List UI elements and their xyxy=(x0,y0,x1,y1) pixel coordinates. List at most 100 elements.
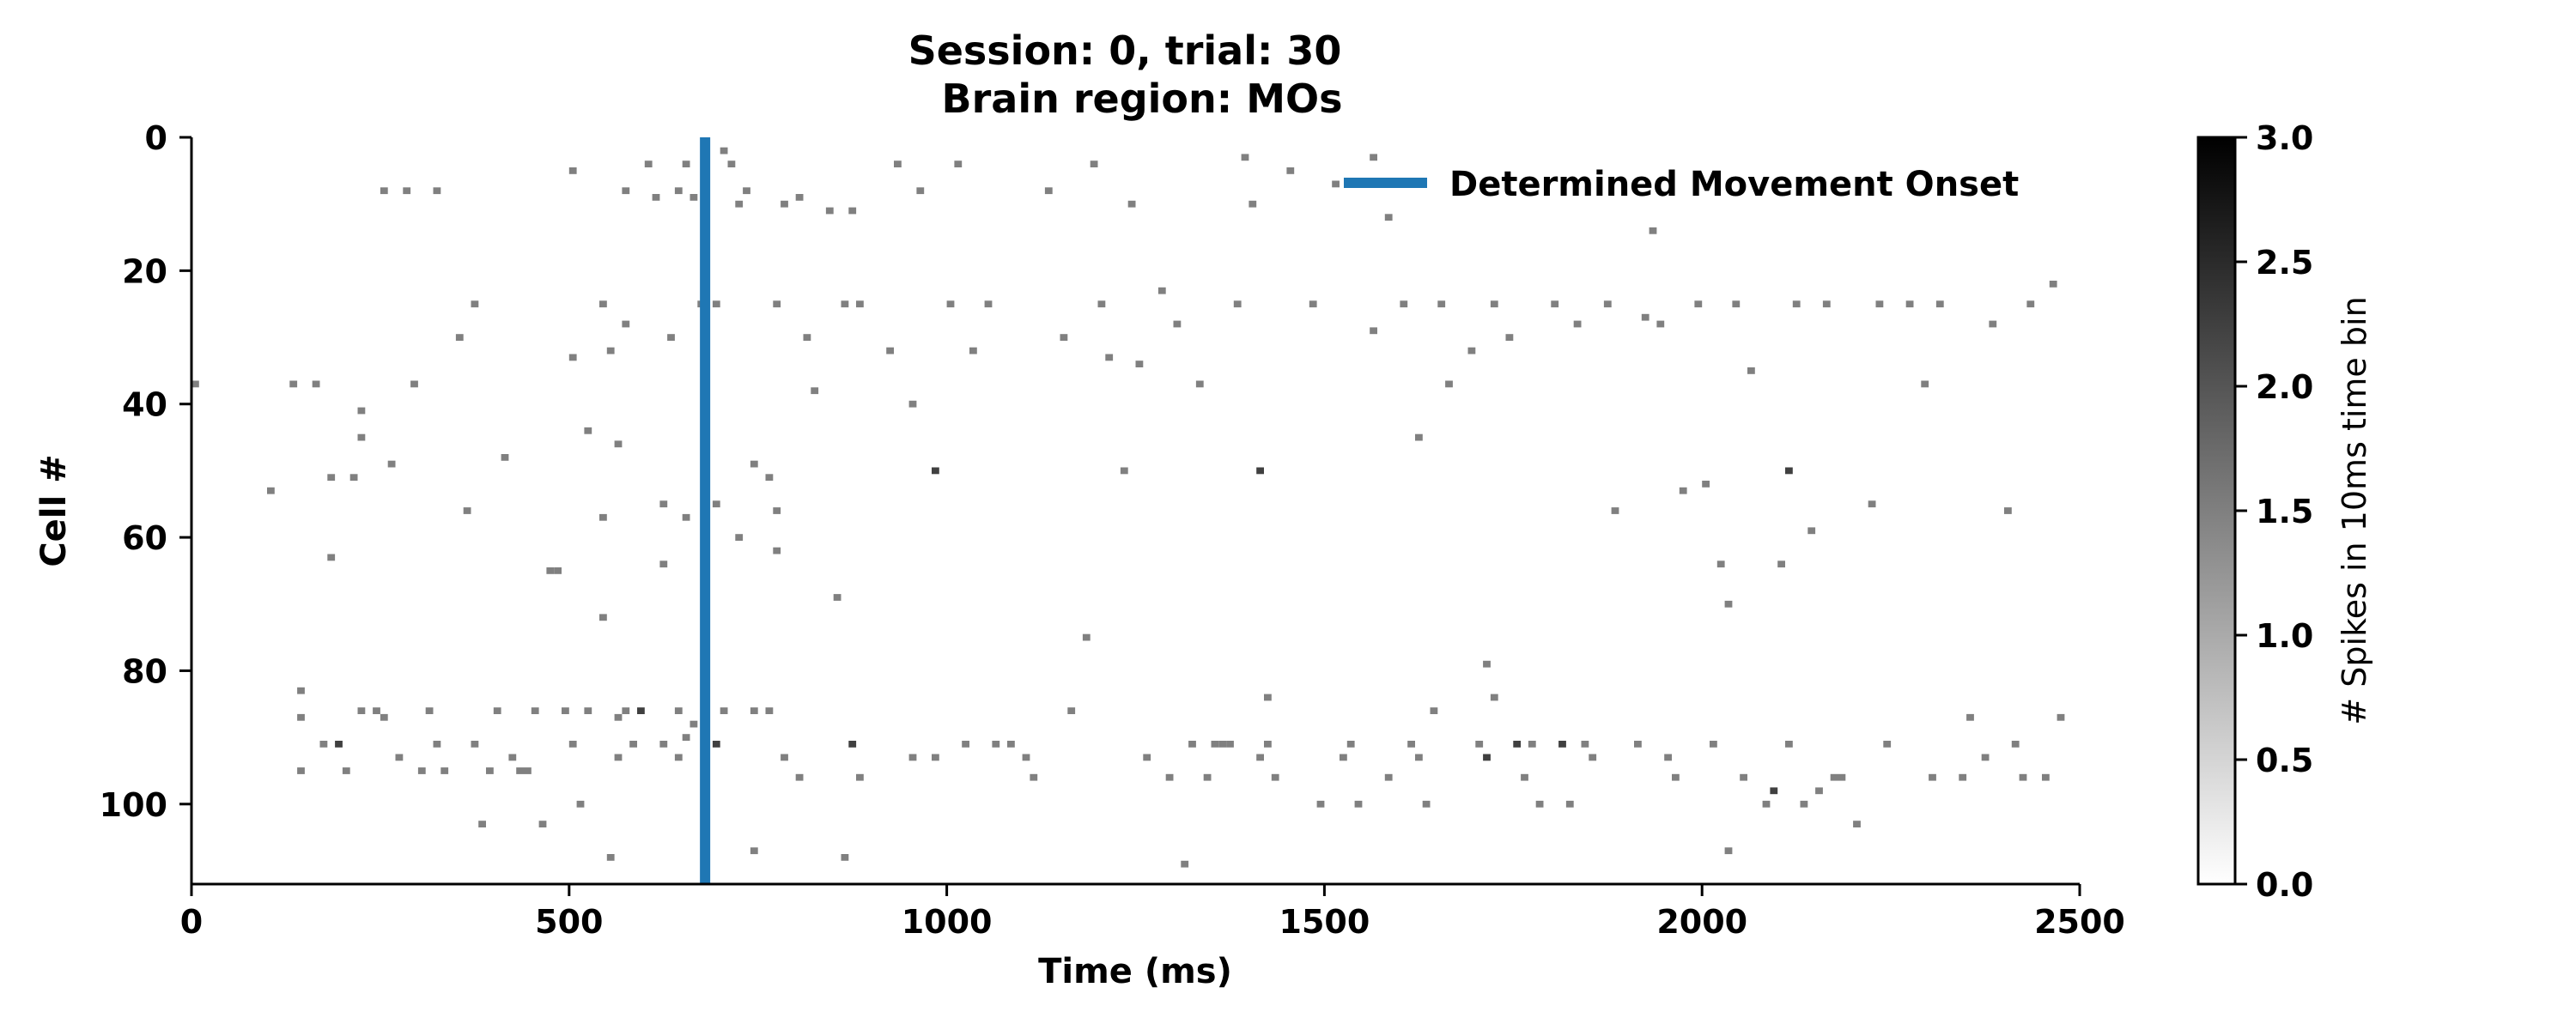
spike-bin xyxy=(1581,741,1589,748)
spike-bin xyxy=(886,347,894,354)
spike-bin xyxy=(2026,300,2035,308)
spike-bin xyxy=(1030,773,1038,781)
x-axis-label: Time (ms) xyxy=(1038,952,1232,991)
spike-bin xyxy=(622,320,630,328)
y-tick-label: 0 xyxy=(145,119,167,157)
spike-bin xyxy=(1565,800,1574,808)
spike-bin xyxy=(1694,300,1703,308)
spike-bin xyxy=(471,741,479,748)
spike-bin xyxy=(1264,694,1272,701)
spike-bin xyxy=(562,707,569,714)
spike-bin xyxy=(2057,713,2065,721)
spike-bin xyxy=(659,741,668,748)
spike-bin xyxy=(803,334,811,341)
spike-bin xyxy=(1490,300,1498,308)
colorbar-tick-label: 1.0 xyxy=(2256,617,2313,655)
spike-bin xyxy=(433,187,441,195)
spike-bin xyxy=(1521,773,1528,781)
spike-bin xyxy=(659,560,668,568)
spike-bin xyxy=(750,847,758,855)
spike-bin xyxy=(1370,154,1377,161)
spike-bin xyxy=(1165,773,1174,781)
spike-bin xyxy=(380,187,388,195)
spike-bin xyxy=(568,167,577,174)
spike-bin xyxy=(811,387,819,395)
spike-bin xyxy=(682,161,690,167)
spike-bin xyxy=(622,187,630,195)
spike-bin xyxy=(1044,187,1053,195)
spike-bin xyxy=(795,773,804,781)
spike-bin xyxy=(297,713,305,721)
spike-bin xyxy=(403,187,411,195)
spike-bin xyxy=(848,741,857,748)
spike-bin xyxy=(773,507,781,514)
spike-bin xyxy=(2042,773,2050,781)
x-tick-label: 500 xyxy=(535,903,603,941)
spike-bin xyxy=(1203,773,1212,781)
spike-bin xyxy=(750,707,758,714)
spike-bin xyxy=(1589,754,1597,761)
spike-bin xyxy=(1649,227,1657,234)
spike-bin xyxy=(1249,200,1257,208)
spike-bin xyxy=(1792,300,1801,308)
colorbar-tick-label: 0.0 xyxy=(2256,866,2313,904)
spike-bin xyxy=(289,380,298,388)
spike-bin xyxy=(395,754,404,761)
spike-bin xyxy=(1929,773,1936,781)
spike-bin xyxy=(2004,507,2012,514)
spike-bin xyxy=(825,207,834,215)
spike-bin xyxy=(1105,354,1114,361)
spike-bin xyxy=(516,767,524,774)
spike-bin xyxy=(335,741,343,748)
spike-bin xyxy=(841,300,849,308)
spike-bin xyxy=(1256,754,1264,761)
spike-bin xyxy=(1838,773,1846,781)
spike-bin xyxy=(644,161,653,167)
spike-bin xyxy=(833,594,841,601)
spike-bin xyxy=(932,754,939,761)
spike-bin xyxy=(908,400,917,408)
spike-bin xyxy=(576,800,585,808)
spike-bin xyxy=(629,741,637,748)
x-tick-label: 1500 xyxy=(1279,903,1370,941)
spike-bin xyxy=(327,554,336,561)
spike-bin xyxy=(1883,741,1892,748)
spike-bin xyxy=(568,354,577,361)
colorbar-tick-label: 1.5 xyxy=(2256,493,2313,530)
spike-bin xyxy=(584,427,592,434)
spike-bin xyxy=(750,460,758,468)
spike-bin xyxy=(584,707,592,714)
y-axis-ticks: 0 20 40 60 80 100 xyxy=(100,119,191,824)
spike-bin xyxy=(486,767,494,774)
spike-bin xyxy=(1060,334,1068,341)
spike-bin xyxy=(327,474,336,482)
x-axis-ticks: 0 500 1000 1500 2000 2500 xyxy=(180,884,2125,941)
spike-bin xyxy=(357,433,366,441)
spike-bin xyxy=(1822,300,1831,308)
spike-bin xyxy=(781,200,788,208)
spike-bin xyxy=(946,300,955,308)
spike-bin xyxy=(1853,821,1861,827)
spike-bin xyxy=(916,187,925,195)
spike-bin xyxy=(1558,741,1566,748)
spike-bin xyxy=(349,474,358,482)
spike-bin xyxy=(765,474,774,482)
spike-bin xyxy=(682,734,690,741)
y-tick-label: 60 xyxy=(122,519,167,557)
spike-bin xyxy=(1127,200,1136,208)
spike-bin xyxy=(848,207,857,215)
spike-bin xyxy=(191,380,199,388)
spike-bin xyxy=(1770,787,1778,795)
spike-bin xyxy=(614,754,623,761)
spike-bin xyxy=(2049,281,2057,288)
spike-bin xyxy=(690,194,698,201)
spike-bin xyxy=(1332,180,1340,188)
spike-bin xyxy=(538,821,547,827)
spike-bin xyxy=(1815,787,1823,795)
spike-bin xyxy=(984,300,993,308)
spike-bin xyxy=(1415,433,1423,441)
spike-bin xyxy=(908,754,917,761)
spike-bin xyxy=(433,741,441,748)
spike-bin xyxy=(1785,741,1793,748)
